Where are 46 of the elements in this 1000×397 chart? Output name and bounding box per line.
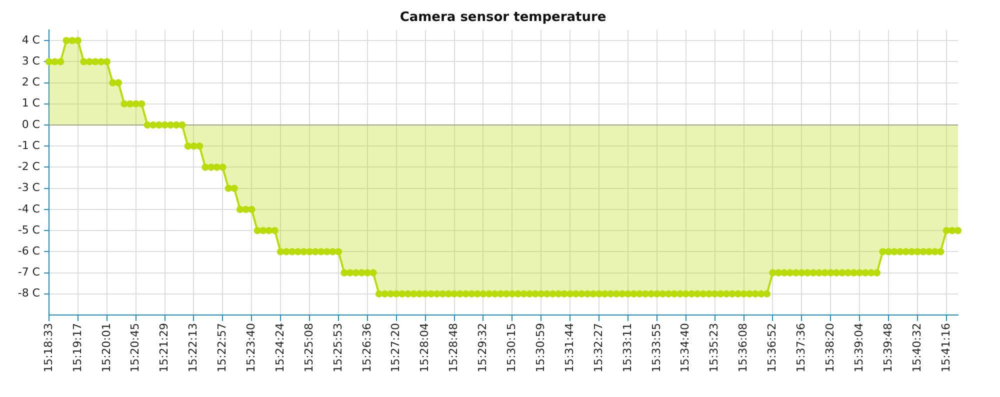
y-tick-label: -6 C xyxy=(18,244,40,258)
x-tick-label: 15:27:20 xyxy=(389,323,402,372)
x-tick-label: 15:29:32 xyxy=(476,323,490,372)
x-tick-label: 15:22:57 xyxy=(216,323,229,372)
y-tick-label: -2 C xyxy=(18,160,40,174)
y-tick-label: -5 C xyxy=(18,223,40,236)
x-tick-label: 15:25:53 xyxy=(331,323,344,372)
y-tick-label: 2 C xyxy=(22,76,40,89)
x-tick-label: 15:19:17 xyxy=(70,323,84,372)
x-tick-label: 15:34:40 xyxy=(678,323,692,372)
y-tick-label: 1 C xyxy=(22,96,40,110)
x-tick-label: 15:28:48 xyxy=(447,323,460,372)
x-tick-label: 15:22:13 xyxy=(186,323,200,372)
x-tick-label: 15:21:29 xyxy=(158,323,171,372)
x-tick-label: 15:32:27 xyxy=(592,323,605,372)
y-tick-label: -4 C xyxy=(18,202,40,216)
x-tick-label: 15:39:04 xyxy=(852,323,866,372)
y-tick-label: -1 C xyxy=(18,138,40,152)
x-tick-label: 15:37:36 xyxy=(794,323,808,372)
x-tick-label: 15:31:44 xyxy=(562,323,576,372)
x-tick-label: 15:36:52 xyxy=(766,323,779,372)
y-tick-label: 0 C xyxy=(22,118,40,131)
x-tick-label: 15:33:11 xyxy=(620,323,634,372)
x-tick-label: 15:25:08 xyxy=(302,323,316,372)
y-tick-label: 4 C xyxy=(22,33,40,46)
chart-title: Camera sensor temperature xyxy=(400,10,606,25)
x-tick-label: 15:36:08 xyxy=(736,323,750,372)
x-tick-label: 15:24:24 xyxy=(273,323,286,372)
x-tick-label: 15:38:20 xyxy=(823,323,836,372)
x-tick-label: 15:35:23 xyxy=(708,323,721,372)
y-tick-label: -7 C xyxy=(18,266,40,279)
x-tick-label: 15:26:36 xyxy=(360,323,374,372)
x-tick-label: 15:23:40 xyxy=(244,323,258,372)
x-tick-label: 15:40:32 xyxy=(910,323,924,372)
x-tick-label: 15:39:48 xyxy=(881,323,894,372)
y-tick-label: -3 C xyxy=(18,181,40,194)
y-tick-label: -8 C xyxy=(18,286,40,300)
x-tick-label: 15:33:55 xyxy=(650,323,663,372)
x-tick-label: 15:30:15 xyxy=(505,323,518,372)
x-tick-label: 15:28:04 xyxy=(418,323,432,372)
x-tick-label: 15:30:59 xyxy=(534,323,547,372)
x-tick-label: 15:20:01 xyxy=(100,323,113,372)
x-tick-label: 15:18:33 xyxy=(42,323,55,372)
y-tick-label: 3 C xyxy=(22,54,40,68)
x-tick-label: 15:20:45 xyxy=(128,323,142,372)
x-tick-label: 15:41:16 xyxy=(939,323,952,372)
